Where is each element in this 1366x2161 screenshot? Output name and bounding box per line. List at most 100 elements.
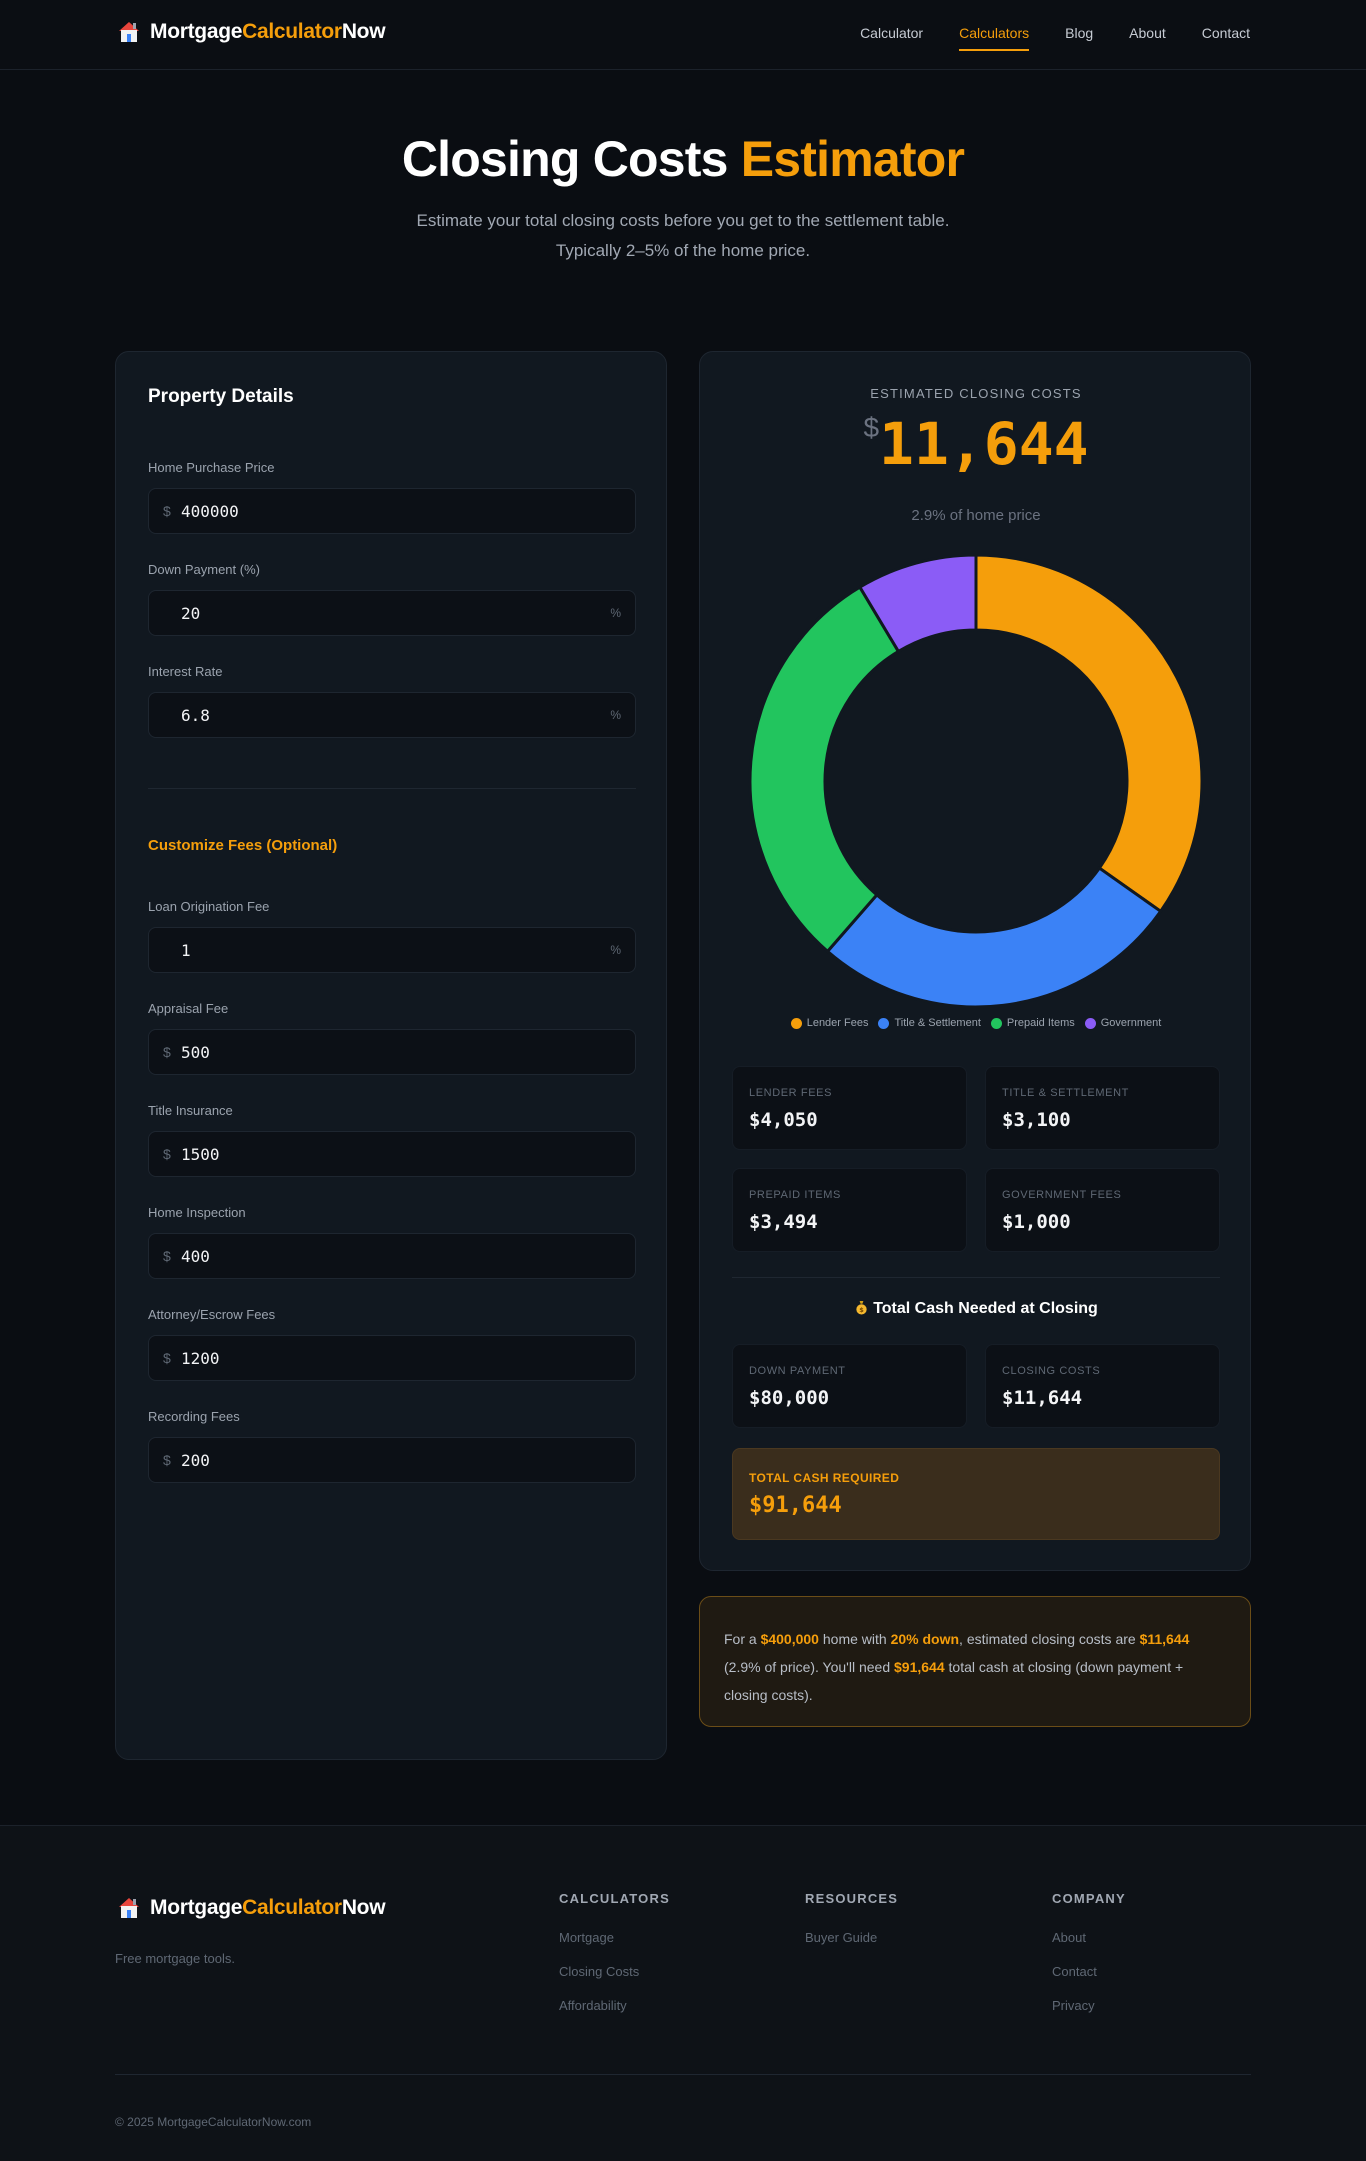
footer-link-privacy[interactable]: Privacy: [1052, 1998, 1095, 2013]
attorney-fees-input[interactable]: $ 1200: [148, 1335, 636, 1381]
main-nav: Calculator Calculators Blog About Contac…: [860, 25, 1250, 51]
stat-value: $1,000: [1002, 1211, 1071, 1233]
stat-value: $80,000: [749, 1387, 830, 1409]
customize-fees-title: Customize Fees (Optional): [148, 837, 338, 854]
attorney-fees-label: Attorney/Escrow Fees: [148, 1307, 276, 1322]
recording-fees-value: 200: [181, 1450, 210, 1470]
title-insurance-label: Title Insurance: [148, 1103, 233, 1118]
interest-rate-label: Interest Rate: [148, 664, 223, 679]
total-cash-value: $91,644: [749, 1493, 842, 1518]
footer-col-title: COMPANY: [1052, 1891, 1126, 1906]
stat-label: PREPAID ITEMS: [749, 1189, 841, 1201]
donut-slice-prepaid-items[interactable]: [748, 585, 901, 954]
money-bag-icon: $: [856, 1300, 867, 1315]
footer-tagline: Free mortgage tools.: [115, 1951, 235, 1966]
stat-value: $11,644: [1002, 1387, 1083, 1409]
footer-logo-link[interactable]: MortgageCalculatorNow: [118, 1896, 386, 1920]
footer-link-affordability[interactable]: Affordability: [559, 1998, 627, 2013]
property-details-card: Property Details Home Purchase Price $ 4…: [115, 351, 667, 1760]
donut-slice-government[interactable]: [857, 553, 978, 654]
legend-label: Government: [1100, 1017, 1162, 1029]
prepaid-items-stat: PREPAID ITEMS $3,494: [732, 1168, 967, 1252]
nav-about[interactable]: About: [1129, 25, 1166, 41]
home-price-label: Home Purchase Price: [148, 460, 275, 475]
title-insurance-input[interactable]: $ 1500: [148, 1131, 636, 1177]
legend-label: Prepaid Items: [1006, 1017, 1075, 1029]
title-settlement-stat: TITLE & SETTLEMENT $3,100: [985, 1066, 1220, 1150]
estimated-costs-label: ESTIMATED CLOSING COSTS: [870, 386, 1082, 401]
estimated-costs-number: 11,644: [879, 410, 1089, 478]
nav-calculator[interactable]: Calculator: [860, 25, 924, 41]
nav-contact[interactable]: Contact: [1201, 25, 1250, 41]
home-price-input[interactable]: $ 400000: [148, 488, 636, 534]
section-divider: [148, 788, 636, 789]
closing-costs-donut-chart: [748, 553, 1204, 1009]
stat-label: DOWN PAYMENT: [749, 1365, 846, 1377]
logo-text: MortgageCalculatorNow: [150, 20, 386, 43]
hero: Closing Costs Estimator Estimate your to…: [0, 130, 1366, 266]
legend-label: Lender Fees: [806, 1017, 869, 1029]
stat-value: $3,494: [749, 1211, 818, 1233]
interest-rate-value: 6.8: [181, 705, 210, 725]
donut-slice-lender-fees[interactable]: [974, 553, 1204, 914]
stat-value: $4,050: [749, 1109, 818, 1131]
footer-divider: [115, 2074, 1251, 2075]
legend-swatch: [790, 1017, 802, 1029]
dollar-prefix: $: [163, 1248, 171, 1264]
appraisal-fee-label: Appraisal Fee: [148, 1001, 229, 1016]
footer-link-about[interactable]: About: [1052, 1930, 1086, 1945]
nav-calculators[interactable]: Calculators: [959, 25, 1030, 51]
footer-link-closing-costs[interactable]: Closing Costs: [559, 1964, 640, 1979]
total-cash-required: TOTAL CASH REQUIRED $91,644: [732, 1448, 1220, 1540]
home-inspection-value: 400: [181, 1246, 210, 1266]
dollar-prefix: $: [163, 503, 171, 519]
nav-blog[interactable]: Blog: [1065, 25, 1094, 41]
down-payment-label: Down Payment (%): [148, 562, 260, 577]
home-inspection-label: Home Inspection: [148, 1205, 246, 1220]
appraisal-fee-input[interactable]: $ 500: [148, 1029, 636, 1075]
results-card: ESTIMATED CLOSING COSTS $11,644 2.9% of …: [699, 351, 1251, 1571]
svg-text:$: $: [859, 1306, 864, 1314]
legend-item[interactable]: Lender Fees: [790, 1017, 869, 1029]
footer-col-title: CALCULATORS: [559, 1891, 670, 1906]
legend-label: Title & Settlement: [894, 1017, 981, 1029]
page-title: Closing Costs Estimator: [401, 131, 965, 187]
donut-slice-title-settlement[interactable]: [825, 865, 1163, 1009]
closing-costs-stat: CLOSING COSTS $11,644: [985, 1344, 1220, 1428]
logo-link[interactable]: MortgageCalculatorNow: [118, 20, 386, 44]
origination-fee-value: 1: [181, 940, 191, 960]
footer-link-contact[interactable]: Contact: [1052, 1964, 1097, 1979]
estimated-costs-value: $11,644: [700, 410, 1252, 478]
section-divider: [732, 1277, 1220, 1278]
interest-rate-input[interactable]: 6.8 %: [148, 692, 636, 738]
down-payment-value: 20: [181, 603, 201, 623]
stat-label: GOVERNMENT FEES: [1002, 1189, 1122, 1201]
home-inspection-input[interactable]: $ 400: [148, 1233, 636, 1279]
page-subtitle: Estimate your total closing costs before…: [416, 211, 950, 260]
recording-fees-input[interactable]: $ 200: [148, 1437, 636, 1483]
down-payment-input[interactable]: 20 %: [148, 590, 636, 636]
legend-item[interactable]: Title & Settlement: [878, 1017, 981, 1029]
house-icon: [119, 22, 139, 42]
footer-link-buyer-guide[interactable]: Buyer Guide: [805, 1930, 878, 1945]
dollar-prefix: $: [163, 1350, 171, 1366]
cash-needed-title: $ Total Cash Needed at Closing: [700, 1300, 1252, 1318]
down-payment-stat: DOWN PAYMENT $80,000: [732, 1344, 967, 1428]
origination-fee-input[interactable]: 1 %: [148, 927, 636, 973]
footer-col-resources: RESOURCES Buyer Guide: [805, 1891, 898, 1945]
property-details-title: Property Details: [148, 386, 294, 407]
house-icon: [119, 1898, 139, 1918]
legend-item[interactable]: Government: [1084, 1017, 1162, 1029]
attorney-fees-value: 1200: [181, 1348, 220, 1368]
footer-link-mortgage[interactable]: Mortgage: [559, 1930, 614, 1945]
dollar-prefix: $: [163, 1044, 171, 1060]
site-header: MortgageCalculatorNow Calculator Calcula…: [0, 0, 1366, 70]
logo-text: MortgageCalculatorNow: [150, 1896, 386, 1919]
recording-fees-label: Recording Fees: [148, 1409, 240, 1424]
percent-of-price: 2.9% of home price: [911, 507, 1041, 524]
origination-fee-label: Loan Origination Fee: [148, 899, 270, 914]
stat-value: $3,100: [1002, 1109, 1071, 1131]
footer-col-title: RESOURCES: [805, 1891, 899, 1906]
legend-item[interactable]: Prepaid Items: [990, 1017, 1075, 1029]
chart-legend: Lender Fees Title & Settlement Prepaid I…: [700, 1017, 1252, 1029]
